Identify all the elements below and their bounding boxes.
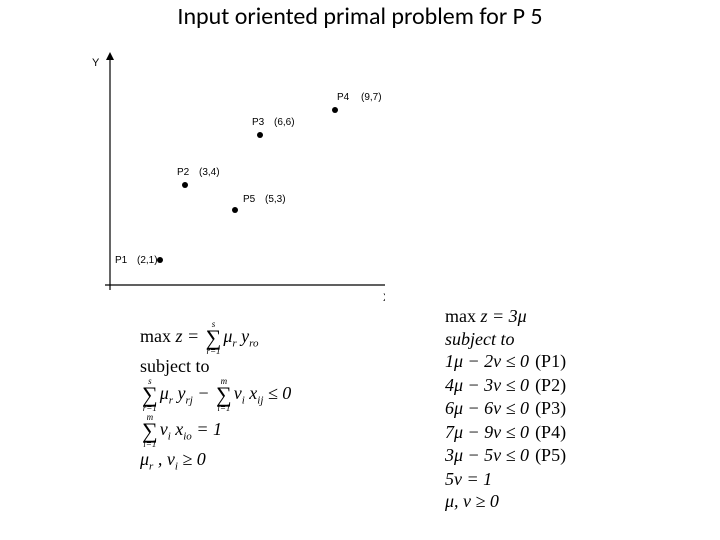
- max-label-r: max: [445, 306, 481, 326]
- y-axis-label: Y: [92, 57, 100, 69]
- constraint-row: 1μ − 2ν ≤ 0(P1): [445, 350, 572, 374]
- constraint-row: 7μ − 9ν ≤ 0(P4): [445, 421, 572, 445]
- constraint-row: 6μ − 6ν ≤ 0(P3): [445, 397, 572, 421]
- point-label-p5: P5: [243, 194, 256, 205]
- subject-to-label: subject to: [140, 356, 420, 377]
- nonneg-r: μ, ν ≥ 0: [445, 490, 705, 513]
- constraint-lhs: 4μ − 3ν ≤ 0: [445, 374, 535, 398]
- sum-bot-i1: i=1: [216, 404, 232, 413]
- point-coord-p1: (2,1): [137, 255, 158, 266]
- math-p5-instance: max z = 3μ subject to 1μ − 2ν ≤ 0(P1)4μ …: [445, 305, 705, 513]
- point-label-p4: P4: [337, 92, 350, 103]
- nu-i-x-io: νi xio: [160, 419, 192, 439]
- point-label-p2: P2: [177, 167, 190, 178]
- point-p1: [157, 257, 163, 263]
- mu-r-y-rj: μr yrj: [160, 383, 193, 403]
- constraint-lhs: 7μ − 9ν ≤ 0: [445, 421, 535, 445]
- constraint-tag: (P2): [535, 374, 572, 398]
- sum-symbol-4: m ∑ i=1: [142, 413, 158, 449]
- constraint-tag: (P5): [535, 444, 572, 468]
- sum-symbol-2: s ∑ r=1: [142, 377, 158, 413]
- constraint-lhs: 1μ − 2ν ≤ 0: [445, 350, 535, 374]
- sum-bot-r1: r=1: [206, 347, 222, 356]
- point-p5: [232, 207, 238, 213]
- normalization: 5ν = 1: [445, 468, 705, 491]
- point-coord-p3: (6,6): [274, 117, 295, 128]
- subject-to-r: subject to: [445, 328, 705, 351]
- constraint-table: 1μ − 2ν ≤ 0(P1)4μ − 3ν ≤ 0(P2)6μ − 6ν ≤ …: [445, 350, 572, 468]
- z-eq: z =: [176, 326, 204, 346]
- sum-bot-i2: i=1: [142, 440, 158, 449]
- nonneg-general: μr , νi ≥ 0: [140, 449, 420, 473]
- sum-symbol-1: s ∑ r=1: [206, 320, 222, 356]
- constraint-tag: (P1): [535, 350, 572, 374]
- scatter-chart: Y X P1 (2,1) P2 (3,4) P3 (6,6) P4 (9,7) P5 (5,3): [75, 45, 385, 315]
- max-label: max: [140, 326, 176, 346]
- x-axis-label: X: [383, 292, 385, 304]
- math-general-formulation: max z = s ∑ r=1 μr yro subject to s ∑ r=…: [140, 320, 420, 473]
- minus: −: [193, 383, 214, 403]
- page-title: Input oriented primal problem for P 5: [0, 2, 720, 31]
- eq1: = 1: [192, 419, 222, 439]
- constraint-lhs: 6μ − 6ν ≤ 0: [445, 397, 535, 421]
- constraint-row: 3μ − 5ν ≤ 0(P5): [445, 444, 572, 468]
- obj-body: z = 3μ: [481, 306, 527, 326]
- constraint-lhs: 3μ − 5ν ≤ 0: [445, 444, 535, 468]
- mu-r: μr yro: [223, 326, 258, 346]
- le0-1: ≤ 0: [263, 383, 291, 403]
- point-p2: [182, 182, 188, 188]
- point-coord-p5: (5,3): [265, 194, 286, 205]
- point-label-p3: P3: [252, 117, 265, 128]
- point-label-p1: P1: [115, 255, 128, 266]
- point-p4: [332, 107, 338, 113]
- point-coord-p2: (3,4): [199, 167, 220, 178]
- point-p3: [257, 132, 263, 138]
- nu-i-x-ij: νi xij: [234, 383, 264, 403]
- constraint-row: 4μ − 3ν ≤ 0(P2): [445, 374, 572, 398]
- sum-symbol-3: m ∑ i=1: [216, 377, 232, 413]
- constraint-tag: (P4): [535, 421, 572, 445]
- constraint-tag: (P3): [535, 397, 572, 421]
- point-coord-p4: (9,7): [361, 92, 382, 103]
